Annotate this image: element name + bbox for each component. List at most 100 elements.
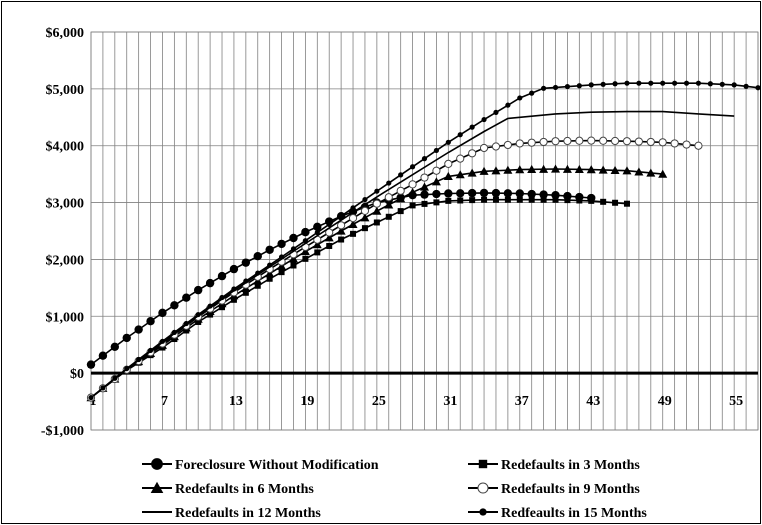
series-redfeaults-in-15-months — [88, 80, 760, 401]
data-point — [171, 329, 177, 335]
data-point — [539, 190, 548, 199]
data-point — [266, 275, 273, 282]
data-point — [265, 245, 274, 254]
data-point — [360, 213, 370, 222]
legend-item: Redfeaults in 15 Months — [468, 506, 647, 521]
data-point — [277, 239, 286, 249]
data-point — [278, 254, 285, 260]
legend-label: Redefaults in 12 Months — [175, 506, 321, 521]
data-point — [372, 206, 382, 215]
legend-label: Redefaults in 6 Months — [175, 482, 314, 497]
data-point — [348, 219, 358, 228]
data-point — [599, 136, 608, 145]
data-point — [457, 132, 463, 138]
x-tick-label: 43 — [586, 394, 600, 409]
data-point — [219, 304, 226, 311]
data-point — [229, 264, 239, 274]
data-point — [433, 147, 440, 154]
data-point — [682, 140, 691, 149]
data-point — [540, 196, 547, 203]
data-point — [564, 197, 571, 204]
data-point — [731, 82, 737, 88]
data-point — [338, 213, 344, 219]
data-point — [193, 285, 203, 295]
data-point — [432, 166, 441, 175]
data-point — [150, 481, 164, 494]
data-point — [350, 205, 356, 211]
data-point — [290, 246, 297, 252]
data-point — [278, 269, 285, 276]
data-point — [444, 159, 453, 169]
data-point — [743, 83, 749, 89]
data-point — [658, 169, 668, 178]
data-point — [478, 459, 488, 469]
data-point — [385, 213, 392, 220]
data-point — [182, 293, 191, 302]
data-point — [588, 197, 595, 204]
data-point — [373, 219, 380, 226]
data-point — [88, 394, 94, 401]
data-point — [576, 197, 583, 204]
data-point — [491, 142, 501, 151]
data-point — [481, 116, 487, 123]
data-point — [86, 360, 96, 369]
y-tick-label: $1,000 — [46, 310, 85, 325]
data-point — [574, 164, 584, 174]
data-point — [491, 166, 501, 175]
data-point — [576, 83, 582, 89]
data-point — [312, 240, 322, 249]
data-point — [503, 140, 512, 150]
data-point — [563, 136, 572, 146]
x-tick-label: 25 — [372, 394, 386, 409]
data-point — [374, 188, 380, 194]
data-point — [588, 82, 594, 88]
legend-item: Redefaults in 6 Months — [142, 481, 314, 497]
x-tick-label: 19 — [300, 394, 314, 409]
data-point — [479, 188, 489, 198]
data-point — [552, 84, 559, 91]
data-point — [420, 190, 429, 199]
data-point — [242, 289, 249, 296]
data-point — [469, 197, 476, 204]
data-point — [255, 270, 261, 276]
data-point — [634, 137, 643, 146]
data-point — [551, 137, 560, 146]
data-point — [207, 303, 213, 309]
series-line — [90, 139, 699, 399]
data-point — [408, 187, 418, 196]
y-tick-label: $0 — [70, 367, 84, 382]
data-point — [146, 317, 155, 326]
y-tick-label: $5,000 — [46, 83, 85, 98]
data-point — [636, 80, 642, 86]
y-tick-label: $3,000 — [46, 197, 85, 212]
data-point — [551, 164, 561, 173]
axes: $6,000 $5,000 $4,000 $3,000 $2,000 $1,000 $0 -$… — [41, 26, 758, 439]
data-point — [112, 375, 118, 381]
data-point — [586, 165, 596, 174]
data-point — [231, 286, 237, 292]
data-point — [433, 199, 440, 206]
data-point — [648, 80, 654, 86]
plot-area-border — [90, 31, 759, 431]
data-point — [612, 81, 618, 87]
legend-label: Redefaults in 3 Months — [501, 458, 640, 473]
data-point — [658, 138, 667, 147]
data-point — [386, 180, 392, 186]
data-point — [183, 320, 189, 327]
data-point — [396, 186, 405, 195]
legend-item: Redefaults in 9 Months — [468, 482, 640, 497]
data-point — [539, 137, 548, 147]
data-point — [362, 196, 368, 203]
data-point — [348, 214, 358, 223]
data-point — [623, 200, 630, 207]
x-tick-label: 7 — [161, 394, 168, 409]
data-point — [122, 333, 131, 343]
data-point — [539, 164, 549, 173]
data-point — [384, 193, 393, 202]
data-point — [695, 80, 702, 86]
data-point — [683, 80, 690, 86]
data-point — [670, 139, 679, 148]
data-point — [479, 166, 489, 175]
